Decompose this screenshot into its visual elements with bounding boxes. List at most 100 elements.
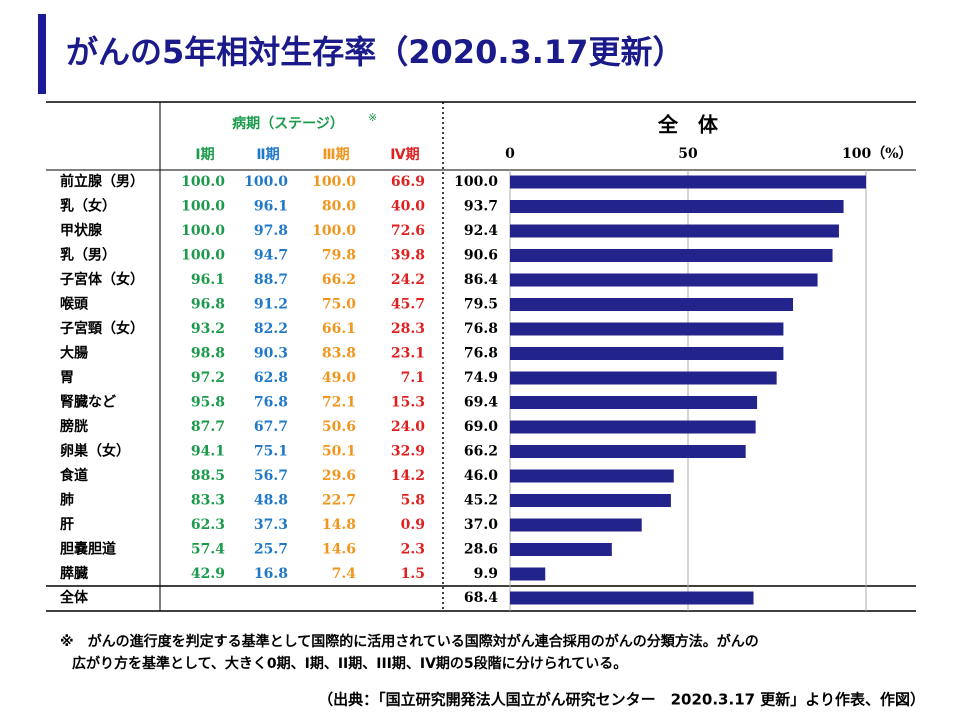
- stage-cell: 90.3: [254, 346, 288, 362]
- stage-cell: 5.8: [401, 493, 425, 509]
- stage-cell: 45.7: [391, 297, 425, 313]
- stage-cell: 79.8: [322, 248, 356, 264]
- stage-header: 病期（ステージ）: [232, 115, 344, 132]
- stage-cell: 48.8: [254, 493, 288, 509]
- value-label: 69.0: [464, 419, 498, 435]
- stage-cell: 14.8: [322, 517, 356, 533]
- bar: [510, 494, 671, 507]
- bar: [510, 175, 866, 189]
- stage-cell: 83.8: [322, 346, 356, 362]
- bar: [510, 567, 546, 581]
- stage-cell: 57.4: [191, 542, 225, 558]
- value-label: 92.4: [464, 223, 498, 239]
- stage-cell: 80.0: [322, 199, 356, 215]
- bar: [510, 420, 756, 434]
- stage-cell: 7.4: [332, 566, 357, 582]
- x-tick-label: 50: [678, 146, 698, 162]
- stage-cell: 97.8: [254, 223, 288, 239]
- row-label: 大腸: [60, 345, 88, 362]
- stage-cell: 82.2: [254, 321, 288, 337]
- stage-cell: 100.0: [181, 174, 225, 190]
- value-label: 79.5: [464, 297, 498, 313]
- bar: [510, 396, 758, 409]
- value-label: 76.8: [464, 321, 498, 337]
- bar: [510, 591, 754, 605]
- stage-cell: 95.8: [191, 395, 225, 411]
- stage-cell: 40.0: [391, 199, 425, 215]
- stage-cell: 100.0: [181, 248, 225, 264]
- stage-cell: 72.6: [391, 223, 425, 239]
- value-label: 45.2: [464, 493, 498, 509]
- stage-cell: 87.7: [191, 419, 225, 435]
- note-line: ※ がんの進行度を判定する基準として国際的に活用されている国際対がん連合採用のが…: [60, 633, 759, 650]
- stage-cell: 37.3: [254, 517, 288, 533]
- bar: [510, 273, 818, 287]
- stage-cell: 16.8: [254, 566, 288, 582]
- stage-cell: 100.0: [181, 223, 225, 239]
- stage-cell: 93.2: [191, 321, 225, 337]
- stage-cell: 88.7: [254, 272, 288, 288]
- value-label: 86.4: [464, 272, 498, 288]
- bar: [510, 224, 839, 238]
- stage-cell: 14.6: [322, 542, 356, 558]
- stage-cell: 66.1: [322, 321, 356, 337]
- stage-cell: 28.3: [391, 321, 425, 337]
- stage-cell: 62.8: [254, 370, 288, 386]
- stage-cell: 49.0: [322, 370, 356, 386]
- stage-cell: 100.0: [244, 174, 288, 190]
- stage-cell: 76.8: [254, 395, 288, 411]
- stage-cell: 1.5: [401, 566, 425, 582]
- stage-cell: 100.0: [181, 199, 225, 215]
- stage-cell: 100.0: [312, 223, 356, 239]
- bar: [510, 249, 833, 262]
- stage-cell: 97.2: [191, 370, 225, 386]
- value-label: 9.9: [474, 566, 498, 582]
- stage-cell: 42.9: [191, 566, 225, 582]
- note-mark: ※: [368, 111, 377, 124]
- value-label: 46.0: [464, 468, 498, 484]
- value-label: 90.6: [464, 248, 498, 264]
- stage-cell: 94.1: [191, 444, 225, 460]
- stage-cell: 14.2: [391, 468, 425, 484]
- stage-column-header: Ⅰ期: [195, 147, 214, 163]
- stage-cell: 56.7: [254, 468, 288, 484]
- row-label: 卵巣（女）: [60, 443, 130, 460]
- stage-cell: 15.3: [391, 395, 425, 411]
- value-label: 66.2: [464, 444, 498, 460]
- bar: [510, 347, 784, 360]
- value-label: 37.0: [464, 517, 498, 533]
- x-tick-label: 0: [505, 146, 515, 162]
- source: （出典：「国立研究開発法人国立がん研究センター 2020.3.17 更新」より作…: [318, 691, 925, 709]
- stage-cell: 24.0: [391, 419, 425, 435]
- bar: [510, 543, 612, 556]
- stage-cell: 29.6: [322, 468, 356, 484]
- stage-cell: 32.9: [391, 444, 425, 460]
- value-label: 100.0: [454, 174, 498, 190]
- row-label: 喉頭: [60, 296, 89, 313]
- stage-column-header: Ⅲ期: [322, 147, 349, 163]
- value-label: 93.7: [464, 199, 498, 215]
- stage-column-header: Ⅳ期: [390, 147, 419, 163]
- stage-cell: 2.3: [401, 542, 425, 558]
- stage-cell: 7.1: [401, 370, 425, 386]
- stage-cell: 100.0: [312, 174, 356, 190]
- stage-cell: 66.9: [391, 174, 425, 190]
- value-label: 76.8: [464, 346, 498, 362]
- row-label: 肝: [60, 517, 74, 533]
- stage-cell: 96.1: [191, 272, 225, 288]
- bar: [510, 322, 784, 336]
- stage-cell: 62.3: [191, 517, 225, 533]
- row-label: 膵臓: [60, 565, 88, 582]
- bar: [510, 200, 844, 213]
- stage-cell: 50.1: [322, 444, 356, 460]
- stage-cell: 39.8: [391, 248, 425, 264]
- row-label: 子宮体（女）: [60, 271, 144, 288]
- row-label: 胃: [60, 370, 74, 386]
- stage-cell: 75.0: [322, 297, 356, 313]
- row-label: 前立腺（男）: [60, 173, 144, 190]
- stage-cell: 72.1: [322, 395, 356, 411]
- page-title: がんの5年相対生存率（2020.3.17更新）: [66, 33, 684, 71]
- row-label: 胆嚢胆道: [60, 541, 116, 558]
- row-label: 肺: [60, 493, 74, 509]
- title-accent: [38, 14, 46, 94]
